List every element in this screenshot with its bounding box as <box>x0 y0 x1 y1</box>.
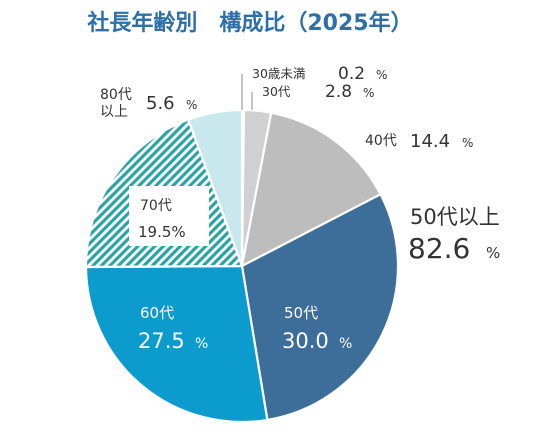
slice-4 <box>84 264 269 424</box>
slice-value-50s: 30.0 <box>282 329 329 353</box>
slice-unit-80plus: % <box>186 98 197 112</box>
slice-3 <box>240 192 400 422</box>
callout-label-50plus: 50代以上 <box>410 205 500 229</box>
slice-unit-60s: % <box>195 336 208 352</box>
callout-unit-50plus: % <box>486 244 500 262</box>
slice-value-under30: 0.2 <box>338 64 365 84</box>
slice-6 <box>186 108 244 267</box>
slice-label-40s: 40代 <box>365 133 397 149</box>
slice-label-80plus-line2: 以上 <box>100 104 128 120</box>
slice-value-30s: 2.8 <box>325 82 352 102</box>
slice-label-30s: 30代 <box>262 84 291 99</box>
slice-2 <box>240 111 383 269</box>
slice-label-70s: 70代 <box>140 198 172 214</box>
label-box-70s <box>129 186 209 246</box>
slice-label-80plus-line1: 80代 <box>100 87 132 103</box>
slice-label-50s: 50代 <box>284 304 318 322</box>
slice-unit-40s: % <box>462 136 473 150</box>
slice-unit-50s: % <box>339 336 352 352</box>
slice-value-40s: 14.4 <box>410 131 450 152</box>
slice-value-80plus: 5.6 <box>146 93 175 114</box>
chart-title: 社長年齢別 構成比（2025年） <box>87 10 412 36</box>
callout-value-50plus: 82.6 <box>408 232 470 265</box>
slice-value-70s: 19.5% <box>138 223 186 241</box>
slice-unit-30s: % <box>363 86 374 100</box>
slice-label-under30: 30歳未満 <box>252 66 305 81</box>
slice-unit-under30: % <box>376 68 387 82</box>
slice-value-60s: 27.5 <box>138 329 185 353</box>
slice-label-60s: 60代 <box>140 304 174 322</box>
